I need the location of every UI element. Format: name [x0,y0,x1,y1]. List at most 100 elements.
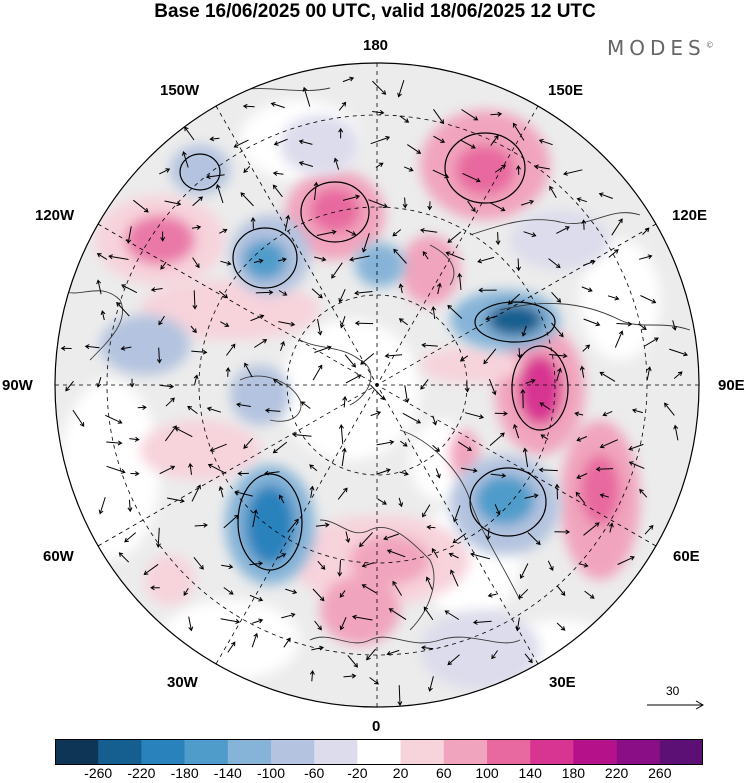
lon-label-180: 180 [363,37,389,54]
wind-vector [342,395,348,408]
wind-vector [311,288,323,299]
wind-vector [432,169,450,179]
wind-vector [220,618,241,624]
wind-vector [427,201,433,211]
wind-vector [354,320,374,326]
wind-vector [96,279,102,295]
wind-vector [583,522,600,536]
polar-map [54,62,700,708]
wind-vector [392,229,402,237]
wind-vector [483,348,497,365]
lon-label-120e: 120E [672,207,708,224]
wind-vector [628,443,644,451]
wind-vector [160,383,175,389]
wind-vector [316,229,337,236]
wind-vector [339,617,347,631]
wind-vector [452,532,467,544]
colorbar-swatch [98,739,142,765]
wind-vector [351,614,373,621]
wind-vector [521,325,527,337]
wind-vector [397,79,405,98]
wind-vector [448,552,459,559]
wind-vector [583,259,596,266]
wind-vector [512,122,525,141]
wind-vector [309,464,318,472]
lon-label-150w: 150W [160,82,200,99]
wind-vector [388,608,407,621]
wind-vector [642,227,650,235]
wind-vector [617,556,635,565]
wind-vector [407,144,422,154]
wind-vector [249,594,264,602]
colorbar-swatch [55,739,99,765]
wind-vector [345,374,362,384]
wind-vector [457,272,463,290]
wind-vector [281,612,296,619]
wind-vector [459,139,476,149]
wind-vector [599,439,619,449]
logo-mark: © [705,40,714,50]
wind-vector [72,409,85,427]
colorbar-swatch [530,739,574,765]
wind-vector [539,402,551,410]
colorbar-tick-label: -100 [256,765,286,781]
wind-vector [129,436,140,442]
wind-vector [487,592,497,598]
colorbar-tick-label: 20 [392,765,409,781]
lon-label-90e: 90E [718,377,745,394]
wind-vector [547,560,554,571]
wind-vector [277,257,287,263]
wind-vector [159,465,176,475]
wind-vector [249,561,264,566]
wind-vector [338,101,347,111]
wind-vector [368,199,389,209]
wind-vector [459,355,469,362]
wind-vector [314,345,332,353]
wind-vector [404,166,414,172]
wind-vector [397,685,403,706]
wind-vector [538,138,553,146]
colorbar-tick-label: -220 [127,765,156,781]
wind-vector [242,103,255,109]
wind-vector [354,290,373,296]
wind-vector [582,344,591,352]
wind-vector [285,588,298,595]
wind-vector [646,366,652,381]
lon-label-150e: 150E [548,82,584,99]
wind-vector [361,584,377,594]
wind-vector [432,415,438,426]
wind-vector [337,487,348,500]
wind-vector [578,562,589,568]
wind-vector [234,490,253,497]
wind-vector [106,440,123,446]
wind-vector [432,444,440,452]
wind-vector [317,560,326,570]
wind-vector [314,256,327,262]
wind-vector [209,443,227,452]
wind-vector [370,135,391,145]
wind-vector [616,321,633,327]
wind-vector [384,353,403,359]
wind-vector [548,258,561,269]
wind-vector [522,447,529,468]
wind-vector [393,248,407,264]
wind-vector [244,362,253,378]
wind-vector [283,637,291,648]
wind-vector [563,169,583,176]
wind-vector [489,432,505,446]
wind-vector [233,139,249,148]
wind-vector [287,518,299,533]
wind-vector [96,253,108,260]
map-title: Base 16/06/2025 00 UTC, valid 18/06/2025… [154,1,596,22]
wind-vector [575,491,586,504]
wind-vector [183,587,189,596]
wind-vector [556,622,566,631]
wind-vector [312,588,325,602]
wind-vector [279,494,285,504]
wind-vector [130,471,140,477]
wind-vector [444,610,460,620]
wind-vector [209,136,220,142]
wind-vector [206,406,222,413]
wind-vector [420,379,429,390]
wind-vector [477,256,495,264]
